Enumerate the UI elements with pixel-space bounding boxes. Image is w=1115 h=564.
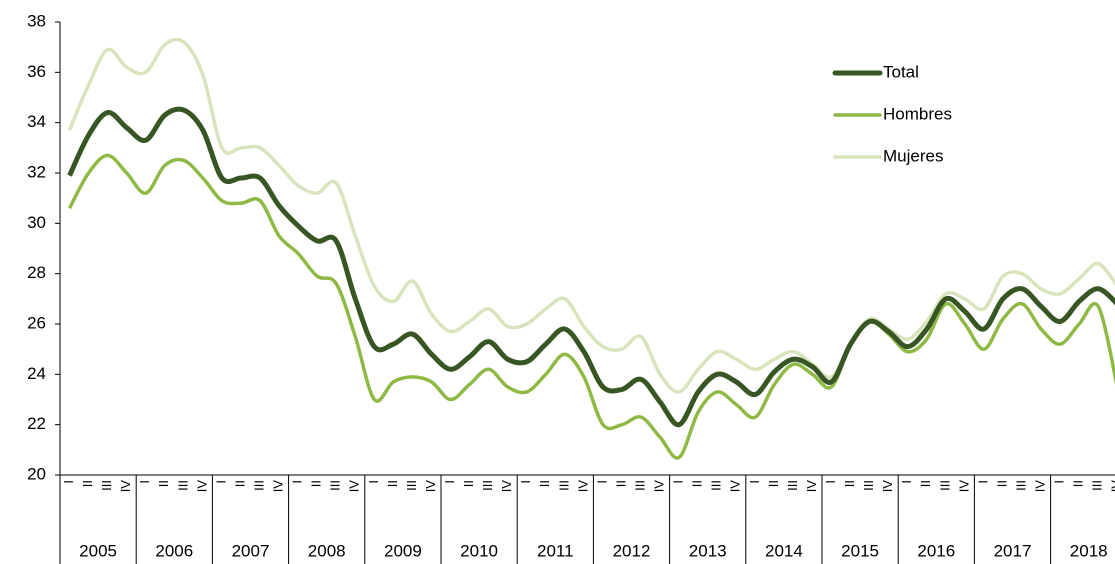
x-tick-label: II — [156, 480, 171, 487]
x-tick-label: IV — [499, 480, 514, 493]
year-label: 2012 — [613, 541, 651, 560]
year-label: 2016 — [917, 541, 955, 560]
x-tick-label: II — [918, 480, 933, 487]
x-tick-label: II — [537, 480, 552, 487]
x-tick-label: II — [385, 480, 400, 487]
x-tick-label: III — [1090, 480, 1105, 491]
x-tick-label: IV — [652, 480, 667, 493]
x-tick-label: IV — [575, 480, 590, 493]
x-tick-label: III — [861, 480, 876, 491]
x-tick-label: IV — [118, 480, 133, 493]
x-tick-label: IV — [1109, 480, 1115, 493]
x-tick-label: III — [556, 480, 571, 491]
year-label: 2010 — [460, 541, 498, 560]
legend-label: Hombres — [883, 104, 952, 123]
x-tick-label: II — [80, 480, 95, 487]
x-tick-label: IV — [347, 480, 362, 493]
legend-label: Mujeres — [883, 146, 943, 165]
year-label: 2011 — [537, 541, 574, 560]
x-tick-label: IV — [1033, 480, 1048, 493]
year-label: 2014 — [765, 541, 803, 560]
series-line — [67, 37, 1115, 394]
year-label: 2007 — [232, 541, 270, 560]
year-label: 2018 — [1070, 541, 1108, 560]
x-tick-label: III — [99, 480, 114, 491]
x-tick-label: IV — [804, 480, 819, 493]
x-tick-label: IV — [880, 480, 895, 493]
y-tick-label: 32 — [27, 162, 46, 181]
x-tick-label: I — [442, 480, 457, 484]
x-tick-label: III — [328, 480, 343, 491]
x-tick-label: IV — [271, 480, 286, 493]
x-tick-label: III — [937, 480, 952, 491]
y-tick-label: 22 — [27, 414, 46, 433]
year-label: 2005 — [79, 541, 117, 560]
x-tick-label: II — [766, 480, 781, 487]
x-tick-label: III — [480, 480, 495, 491]
y-tick-label: 36 — [27, 62, 46, 81]
y-tick-label: 26 — [27, 313, 46, 332]
x-tick-label: III — [785, 480, 800, 491]
x-tick-label: II — [842, 480, 857, 487]
x-tick-label: I — [1052, 480, 1067, 484]
y-tick-label: 30 — [27, 213, 46, 232]
x-tick-label: I — [899, 480, 914, 484]
x-tick-label: II — [613, 480, 628, 487]
x-tick-label: II — [994, 480, 1009, 487]
x-tick-label: IV — [728, 480, 743, 493]
x-tick-label: II — [461, 480, 476, 487]
y-tick-label: 28 — [27, 263, 46, 282]
year-label: 2015 — [841, 541, 879, 560]
year-label: 2017 — [994, 541, 1032, 560]
legend-label: Total — [883, 62, 919, 81]
y-tick-label: 20 — [27, 464, 46, 483]
year-label: 2008 — [308, 541, 346, 560]
year-label: 2009 — [384, 541, 422, 560]
x-tick-label: II — [309, 480, 324, 487]
year-label: 2006 — [155, 541, 193, 560]
y-tick-label: 24 — [27, 364, 46, 383]
year-label: 2013 — [689, 541, 727, 560]
x-tick-label: IV — [194, 480, 209, 493]
x-tick-label: III — [1013, 480, 1028, 491]
x-tick-label: I — [290, 480, 305, 484]
y-tick-label: 38 — [27, 11, 46, 30]
x-tick-label: II — [690, 480, 705, 487]
x-tick-label: I — [518, 480, 533, 484]
series-line — [67, 106, 1115, 428]
x-tick-label: III — [632, 480, 647, 491]
x-tick-label: III — [251, 480, 266, 491]
x-tick-label: I — [61, 480, 76, 484]
x-tick-label: I — [366, 480, 381, 484]
x-tick-label: I — [975, 480, 990, 484]
x-tick-label: III — [404, 480, 419, 491]
x-tick-label: III — [709, 480, 724, 491]
y-tick-label: 34 — [27, 112, 46, 131]
x-tick-label: II — [232, 480, 247, 487]
x-tick-label: III — [175, 480, 190, 491]
series-line — [67, 153, 1115, 460]
x-tick-label: I — [213, 480, 228, 484]
x-tick-label: IV — [956, 480, 971, 493]
x-tick-label: I — [823, 480, 838, 484]
x-tick-label: II — [1071, 480, 1086, 487]
x-tick-label: I — [137, 480, 152, 484]
x-tick-label: I — [594, 480, 609, 484]
x-tick-label: I — [747, 480, 762, 484]
x-tick-label: I — [671, 480, 686, 484]
x-tick-label: IV — [423, 480, 438, 493]
